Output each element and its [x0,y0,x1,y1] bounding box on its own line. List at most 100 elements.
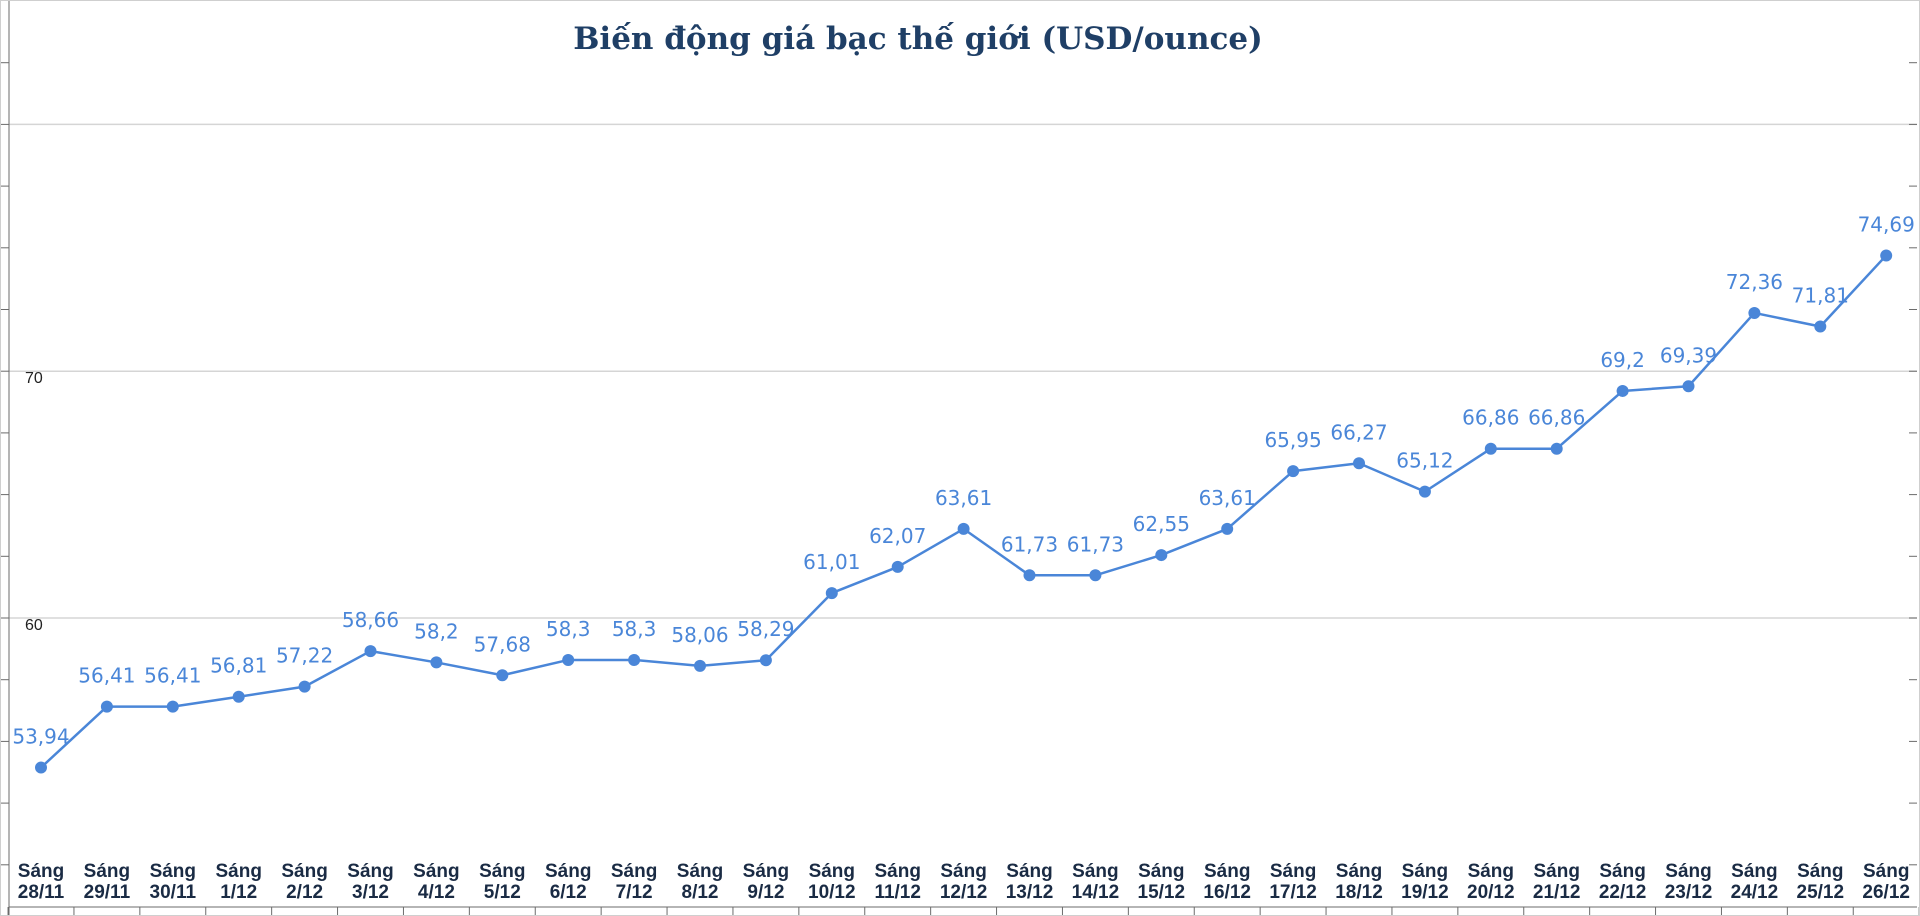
data-point [1748,306,1761,319]
data-label: 58,66 [342,608,399,632]
y-tick-label-70: 70 [25,370,43,387]
data-point [1550,442,1563,455]
data-point [1616,384,1629,397]
data-point [825,587,838,600]
data-label: 69,39 [1660,343,1717,367]
data-label: 65,95 [1264,428,1321,452]
data-label: 56,41 [78,664,135,688]
data-point [166,700,179,713]
x-tick-label: Sáng 15/12 [1138,861,1186,903]
data-point [1353,457,1365,470]
data-label: 63,61 [935,486,992,510]
x-tick-label: Sáng 5/12 [479,861,525,903]
data-point [891,560,904,573]
data-label: 58,3 [546,617,591,641]
x-tick-label: Sáng 20/12 [1467,861,1515,903]
y-tick-label-60: 60 [25,617,43,634]
x-tick-label: Sáng 25/12 [1797,861,1845,903]
data-point [430,656,443,669]
data-label: 72,36 [1726,270,1783,294]
data-label: 56,81 [210,654,267,678]
x-tick-label: Sáng 2/12 [281,861,327,903]
data-label: 57,68 [474,632,531,656]
data-label: 58,2 [414,619,459,643]
x-tick-label: Sáng 19/12 [1401,861,1449,903]
x-tick-label: Sáng 18/12 [1335,861,1383,903]
data-label: 57,22 [276,644,333,668]
x-tick-label: Sáng 1/12 [215,861,261,903]
chart-title: Biến động giá bạc thế giới (USD/ounce) [573,20,1263,57]
data-point [35,761,47,774]
x-tick-label: Sáng 28/11 [18,861,65,903]
data-label: 66,27 [1330,420,1387,444]
data-point [1484,442,1497,455]
data-points [35,249,1893,774]
data-point [364,645,377,658]
data-point [1155,549,1168,562]
data-point [694,659,706,672]
data-point [759,654,772,667]
x-tick-label: Sáng 24/12 [1731,861,1779,903]
x-tick-label: Sáng 26/12 [1862,861,1910,903]
x-tick-label: Sáng 10/12 [808,861,856,903]
data-label: 65,12 [1396,449,1453,473]
data-label: 61,73 [1001,532,1058,556]
data-label: 74,69 [1858,212,1915,236]
x-tick-label: Sáng 3/12 [347,861,393,903]
x-tick-label: Sáng 12/12 [940,861,988,903]
data-label: 62,07 [869,524,926,548]
data-label: 63,61 [1199,486,1256,510]
data-point [957,522,970,535]
x-tick-label: Sáng 8/12 [677,861,723,903]
x-tick-label: Sáng 23/12 [1665,861,1713,903]
data-point [298,680,311,693]
data-label: 66,86 [1462,406,1519,430]
data-point [1221,522,1234,535]
y-axis-labels: 60 70 [25,370,43,634]
data-label: 71,81 [1792,284,1849,308]
data-point [1023,569,1036,582]
data-point [562,653,575,666]
x-axis-labels: Sáng 28/11 Sáng 29/11 Sáng 30/11 Sáng 1/12 Sáng 2… [18,861,1910,903]
x-tick-label: Sáng 21/12 [1533,861,1581,903]
x-tick-label: Sáng 9/12 [743,861,789,903]
data-label: 61,73 [1067,532,1124,556]
x-tick-label: Sáng 14/12 [1072,861,1120,903]
data-point [628,653,641,666]
series-line-group [40,254,1888,769]
data-label: 58,06 [671,623,728,647]
data-point [1814,320,1827,333]
data-label: 56,41 [144,664,201,688]
data-label: 69,2 [1600,348,1645,372]
data-label: 62,55 [1133,512,1190,536]
x-tick-label: Sáng 13/12 [1006,861,1054,903]
data-labels: 53,94 56,41 56,41 56,81 57,22 58,66 58,2 57,68 5… [12,212,1914,748]
data-point [496,669,509,682]
x-tick-label: Sáng 30/11 [150,861,197,903]
x-tick-label: Sáng 29/11 [84,861,131,903]
data-point [1880,249,1893,262]
data-label: 58,3 [612,617,657,641]
data-label: 66,86 [1528,406,1585,430]
x-tick-label: Sáng 22/12 [1599,861,1647,903]
x-tick-label: Sáng 4/12 [413,861,459,903]
x-tick-label: Sáng 11/12 [874,861,921,903]
data-point [1682,380,1695,393]
x-tick-label: Sáng 6/12 [545,861,591,903]
gridlines [9,123,1917,619]
x-tick-label: Sáng 17/12 [1269,861,1317,903]
data-label: 53,94 [12,725,69,749]
data-point [1089,569,1102,582]
data-point [1418,485,1431,498]
data-point [1287,465,1300,478]
data-label: 61,01 [803,550,860,574]
data-label: 58,29 [737,617,794,641]
series-line [40,254,1888,769]
data-point [100,700,113,713]
x-tick-label: Sáng 16/12 [1203,861,1251,903]
x-tick-label: Sáng 7/12 [611,861,657,903]
data-point [232,690,245,703]
